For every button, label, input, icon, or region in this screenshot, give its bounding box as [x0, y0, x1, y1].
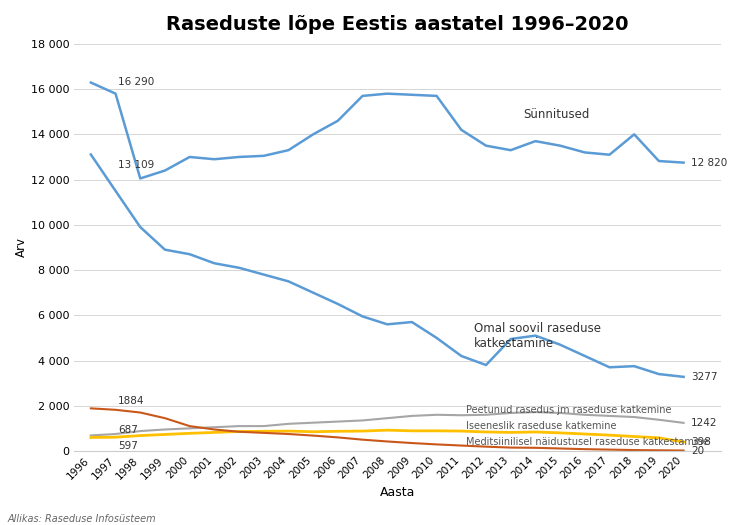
- Text: Omal soovil raseduse
katkestamine: Omal soovil raseduse katkestamine: [474, 322, 601, 350]
- Text: 13 109: 13 109: [118, 160, 154, 170]
- Text: Allikas: Raseduse Infosüsteem: Allikas: Raseduse Infosüsteem: [8, 514, 156, 524]
- Text: 20: 20: [691, 446, 704, 456]
- Text: Peetunud rasedus jm raseduse katkemine: Peetunud rasedus jm raseduse katkemine: [466, 405, 672, 415]
- Text: 3277: 3277: [691, 372, 718, 382]
- Text: 398: 398: [691, 437, 711, 447]
- Title: Raseduste lõpe Eestis aastatel 1996–2020: Raseduste lõpe Eestis aastatel 1996–2020: [166, 15, 628, 34]
- Y-axis label: Arv: Arv: [15, 237, 28, 257]
- Text: 597: 597: [118, 441, 138, 452]
- Text: 1884: 1884: [118, 396, 145, 406]
- Text: Meditsiinilisel näidustusel raseduse katkestamine: Meditsiinilisel näidustusel raseduse kat…: [466, 437, 710, 447]
- Text: 1242: 1242: [691, 418, 718, 428]
- Text: 16 290: 16 290: [118, 77, 154, 87]
- Text: Sünnitused: Sünnitused: [523, 108, 590, 121]
- Text: 687: 687: [118, 425, 138, 435]
- Text: Iseeneslik raseduse katkemine: Iseeneslik raseduse katkemine: [466, 421, 616, 431]
- X-axis label: Aasta: Aasta: [380, 487, 415, 499]
- Text: 12 820: 12 820: [691, 158, 728, 167]
